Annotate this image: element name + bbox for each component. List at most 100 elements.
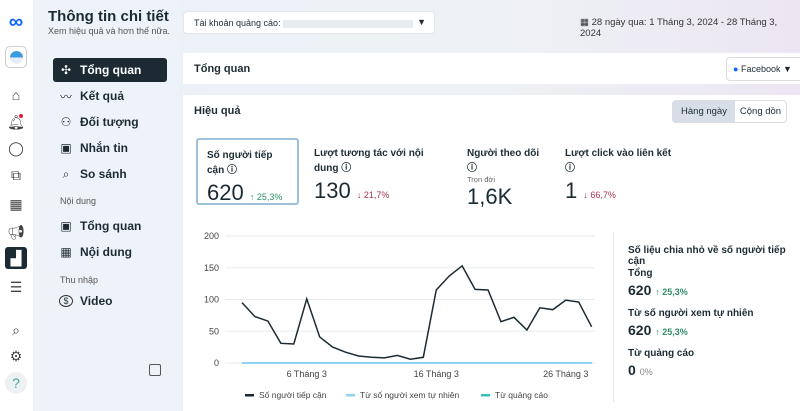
toggle-daily[interactable]: Hàng ngày	[673, 101, 735, 122]
legend-swatch	[481, 394, 490, 397]
metric-label: Số người tiếp cận	[207, 150, 273, 176]
metric-card-followers[interactable]: Người theo dõi ⓘ Trọn đời 1,6K	[458, 138, 553, 209]
nav-compare[interactable]: ⌕ So sánh	[53, 162, 167, 186]
breakdown-change: ↑ 25,3%	[655, 287, 688, 297]
facebook-icon: ●	[733, 64, 739, 74]
nav-messages[interactable]: ▣ Nhắn tin	[53, 136, 167, 160]
megaphone-icon[interactable]: 📢︎	[7, 223, 25, 240]
x-tick-label: 16 Tháng 3	[414, 369, 459, 379]
breakdown-value: 620	[628, 282, 652, 298]
y-tick-label: 200	[204, 231, 219, 241]
metric-label: Người theo dõi	[467, 148, 540, 159]
performance-panel: Hiệu quả Hàng ngày Cộng dồn	[183, 95, 800, 411]
nav-audience[interactable]: ⚇ Đối tượng	[53, 110, 167, 134]
page-subtitle: Xem hiệu quả và hơn thế nữa.	[48, 26, 171, 36]
view-toggle: Hàng ngày Cộng dồn	[672, 100, 787, 123]
chevron-down-icon: ▼	[417, 17, 426, 27]
metric-card-engagement[interactable]: Lượt tương tác với nội dung ⓘ 130 ↓ 21,7…	[305, 138, 455, 205]
message-icon: ▣	[60, 141, 72, 155]
toggle-cumulative[interactable]: Cộng dồn	[739, 106, 782, 117]
metric-sub: Trọn đời	[467, 175, 495, 184]
breakdown-value: 0	[628, 362, 636, 378]
metric-value: 1,6K	[467, 184, 513, 209]
metric-change: ↓ 66,7%	[583, 190, 616, 200]
overview-panel: Tổng quan ● Facebook ▼	[183, 53, 800, 84]
ad-account-select[interactable]: Tài khoản quảng cáo: ▼	[183, 11, 435, 34]
trend-icon: 〰	[59, 89, 72, 104]
calendar-grid-icon[interactable]: ▦	[9, 195, 23, 212]
gear-icon[interactable]: ⚙	[9, 347, 23, 364]
metric-card-link-clicks[interactable]: Lượt click vào liên kết ⓘ 1 ↓ 66,7%	[556, 138, 686, 205]
meta-logo[interactable]: ∞	[8, 10, 24, 33]
account-name-redacted	[283, 19, 414, 28]
breakdown-change: 0%	[639, 367, 653, 377]
breakdown-label: Từ quảng cáo	[628, 348, 695, 359]
info-icon[interactable]: ⓘ	[565, 163, 575, 174]
reach-line-chart: 0 50 100 150 200 6 Tháng 3 16 Tháng 3 26 Tháng …	[204, 231, 595, 400]
nav-label: Tổng quan	[80, 63, 142, 77]
legend-label: Từ số người xem tự nhiên	[360, 390, 459, 400]
info-icon[interactable]: ⓘ	[341, 163, 352, 174]
legend-swatch	[346, 394, 355, 397]
metric-change: ↓ 21,7%	[356, 190, 390, 200]
insights-icon[interactable]: ▟	[5, 247, 27, 269]
y-tick-label: 150	[204, 263, 219, 273]
breakdown-value: 620	[628, 322, 652, 338]
nav-content[interactable]: ▦ Nội dung	[53, 240, 167, 264]
info-icon[interactable]: ⓘ	[467, 163, 477, 174]
overview-icon: ✣	[60, 63, 72, 77]
nav-label: Kết quả	[80, 89, 125, 103]
y-tick-label: 100	[204, 295, 219, 305]
people-icon: ⚇	[60, 115, 72, 129]
bell-icon[interactable]: 🔔︎	[7, 113, 25, 130]
help-icon[interactable]: ?	[5, 372, 27, 394]
legend-label: Từ quảng cáo	[495, 390, 548, 400]
compare-icon: ⌕	[62, 166, 70, 181]
metric-value: 620	[207, 180, 244, 205]
platform-select[interactable]: ● Facebook ▼	[726, 57, 800, 81]
metric-label: Lượt click vào liên kết	[565, 148, 672, 159]
date-range-picker[interactable]: ▦ 28 ngày qua: 1 Tháng 3, 2024 - 28 Thán…	[580, 17, 800, 39]
nav-label: Nội dung	[80, 245, 132, 259]
chat-icon[interactable]: ◯	[8, 139, 24, 156]
nav-label: Video	[80, 294, 113, 308]
divider	[613, 232, 614, 402]
breakdown-label: Tổng	[628, 268, 653, 279]
nav-label: Tổng quan	[80, 219, 142, 233]
home-icon[interactable]: ⌂	[11, 87, 21, 103]
section-content: Nội dung	[60, 196, 97, 206]
metric-value: 130	[314, 178, 351, 203]
menu-icon[interactable]: ☰	[9, 278, 23, 295]
y-tick-label: 50	[209, 326, 219, 336]
metric-label: Lượt tương tác với nội dung	[314, 148, 424, 174]
nav-results[interactable]: 〰 Kết quả	[53, 84, 167, 108]
nav-label: So sánh	[80, 167, 127, 181]
x-tick-label: 26 Tháng 3	[543, 369, 588, 379]
metric-change: ↑ 25,3%	[249, 192, 283, 202]
nav-label: Đối tượng	[80, 115, 139, 129]
breakdown-change: ↑ 25,3%	[655, 327, 688, 337]
performance-title: Hiệu quả	[194, 105, 241, 117]
overview-icon: ▣	[60, 219, 72, 233]
nav-label: Nhắn tin	[80, 141, 128, 155]
section-income: Thu nhập	[60, 275, 99, 285]
collapse-sidebar-icon[interactable]	[149, 364, 161, 376]
app-rail: ∞ ⌂ 🔔︎ ◯ ⧉ ▦ 📢︎ ▟ ☰ ⌕ ⚙ ?	[0, 0, 33, 411]
breakdown-title: Số liệu chia nhỏ về số người tiếp cận	[628, 245, 786, 267]
breakdown-label: Từ số người xem tự nhiên	[628, 308, 754, 319]
legend-label: Số người tiếp cận	[259, 390, 327, 400]
metric-card-reach[interactable]: Số người tiếp cận ⓘ 620 ↑ 25,3%	[196, 138, 299, 205]
nav-overview[interactable]: ✣ Tổng quan	[53, 58, 167, 82]
y-tick-label: 0	[214, 358, 219, 368]
nav-content-overview[interactable]: ▣ Tổng quan	[53, 214, 167, 238]
account-label: Tài khoản quảng cáo:	[194, 18, 281, 28]
account-avatar[interactable]	[5, 46, 27, 68]
dollar-icon: $	[59, 295, 73, 307]
nav-video[interactable]: $ Video	[53, 289, 167, 313]
search-icon[interactable]: ⌕	[12, 321, 20, 338]
info-icon[interactable]: ⓘ	[227, 165, 238, 176]
pages-icon[interactable]: ⧉	[11, 166, 21, 183]
sidebar: Thông tin chi tiết Xem hiệu quả và hơn t…	[33, 0, 180, 411]
calendar-icon: ▦	[580, 17, 592, 28]
overview-title: Tổng quan	[194, 63, 251, 75]
